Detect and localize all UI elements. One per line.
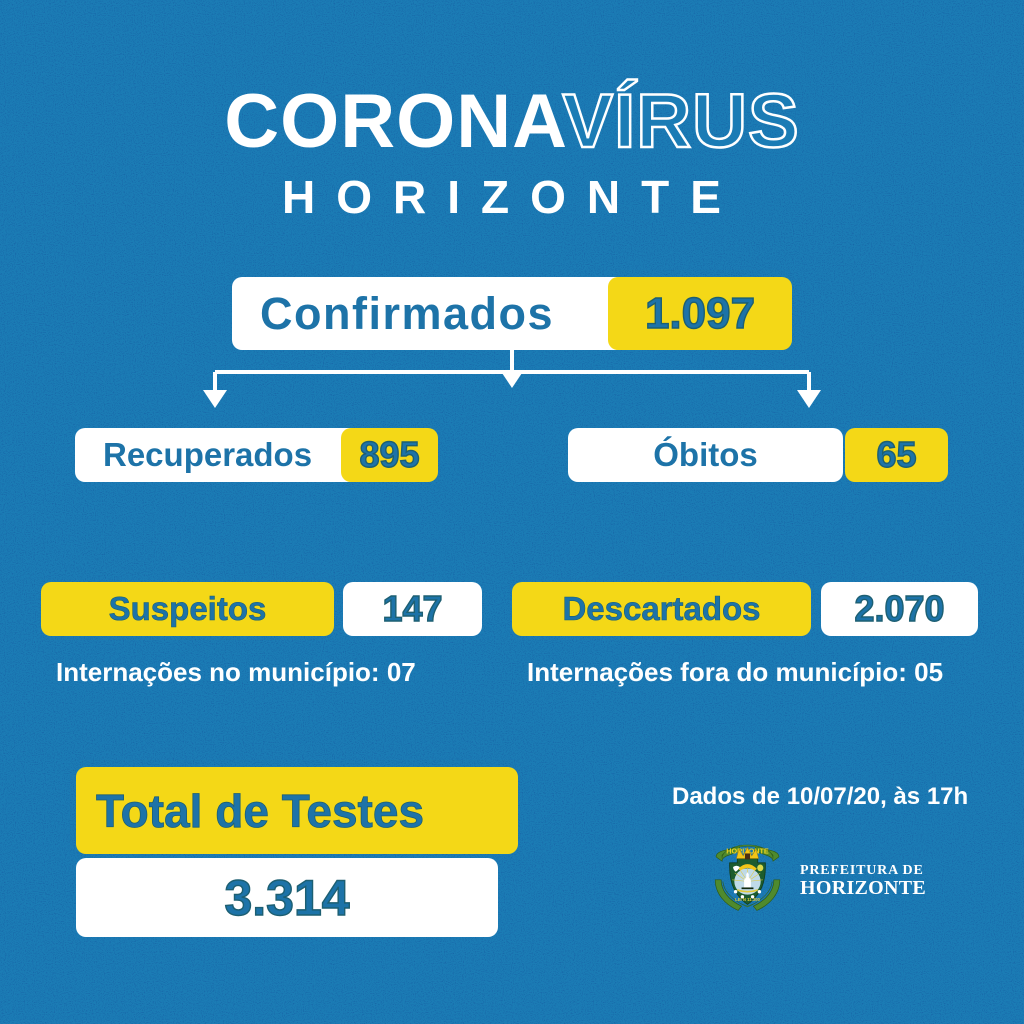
svg-text:LEI N 11.300: LEI N 11.300 (735, 897, 760, 902)
